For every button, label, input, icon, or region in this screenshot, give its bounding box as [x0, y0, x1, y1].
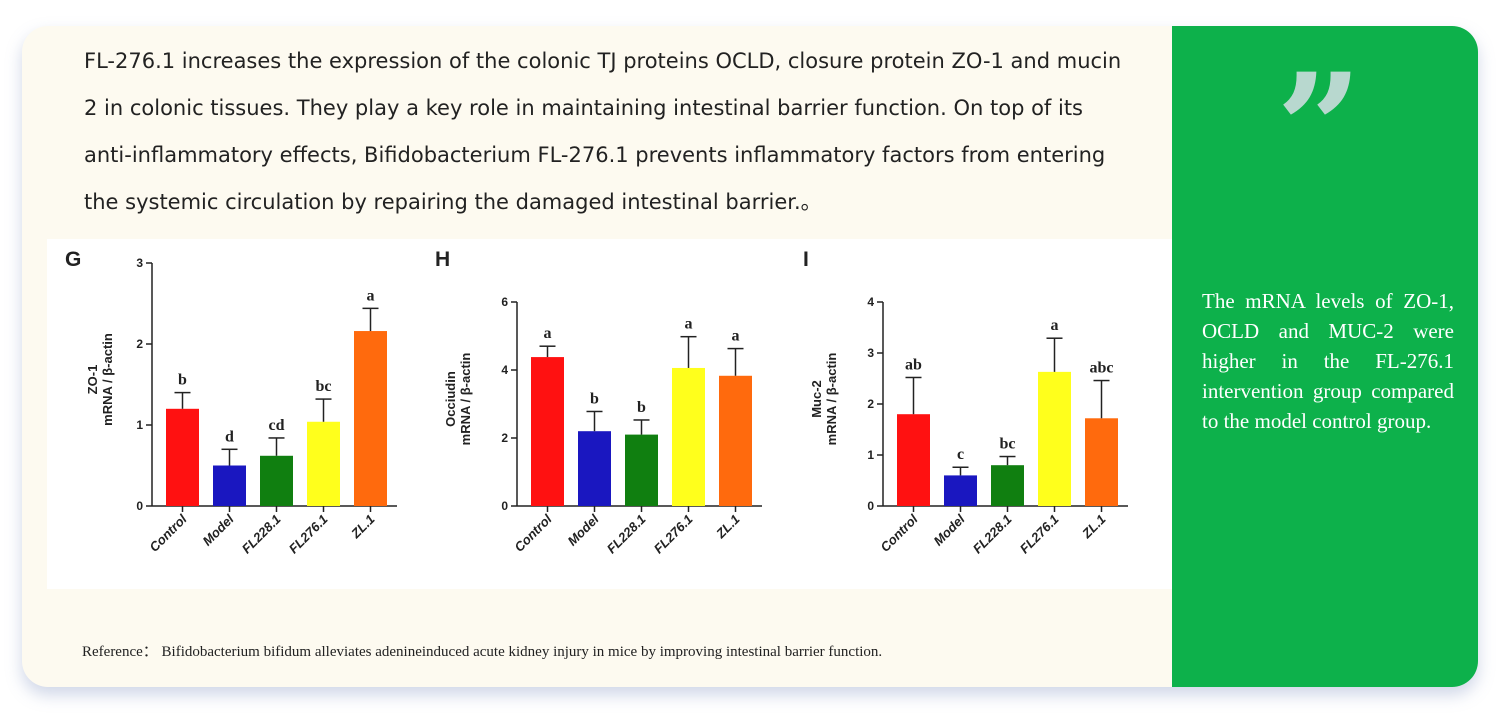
x-tick-label: Control	[511, 511, 555, 555]
significance-label: b	[590, 390, 599, 407]
bar-fl276-1	[1038, 371, 1071, 506]
x-tick-label: Model	[564, 511, 601, 548]
bar-zl-1	[719, 375, 752, 506]
bar-fl228-1	[991, 465, 1024, 506]
bar-zl-1	[354, 331, 387, 506]
x-tick-label: FL228.1	[604, 512, 649, 557]
significance-label: bc	[1000, 436, 1016, 453]
bar-fl276-1	[307, 421, 340, 506]
significance-label: cd	[269, 417, 285, 434]
y-tick-label: 2	[501, 431, 508, 445]
y-tick-label: 0	[136, 499, 143, 513]
y-tick-label: 6	[501, 295, 508, 309]
bar-control	[166, 408, 199, 506]
significance-label: a	[685, 316, 693, 333]
bar-fl276-1	[672, 367, 705, 506]
quote-mark-icon: ”	[1276, 41, 1363, 217]
bar-zl-1	[1085, 418, 1118, 506]
panel-letter: H	[435, 248, 450, 271]
y-tick-label: 2	[867, 397, 874, 411]
significance-label: b	[178, 372, 187, 389]
figure-panel: G 0 1 2 3 ZO-1 mRNA / β-actin b Control d Model cd F…	[47, 239, 1172, 589]
bar-model	[213, 465, 246, 506]
quote-sidebar: ” The mRNA levels of ZO-1, OCLD and MUC-…	[1172, 26, 1478, 687]
significance-label: b	[637, 399, 646, 416]
panel-letter: I	[803, 248, 809, 271]
content-left-pane: FL-276.1 increases the expression of the…	[22, 26, 1172, 687]
y-axis-label-top: ZO-1	[85, 365, 100, 395]
significance-label: a	[732, 328, 740, 345]
y-axis-label-bottom: mRNA / β-actin	[824, 353, 839, 446]
significance-label: abc	[1090, 360, 1114, 377]
content-card: FL-276.1 increases the expression of the…	[22, 26, 1478, 687]
x-tick-label: ZL.1	[347, 512, 377, 542]
bar-model	[578, 431, 611, 506]
panel-letter: G	[65, 248, 81, 271]
significance-label: a	[544, 325, 552, 342]
x-tick-label: ZL.1	[712, 512, 742, 542]
y-tick-label: 1	[867, 448, 874, 462]
bar-model	[944, 475, 977, 506]
significance-label: a	[1051, 317, 1059, 334]
x-tick-label: FL228.1	[239, 512, 284, 557]
x-tick-label: FL276.1	[1017, 512, 1062, 557]
x-tick-label: Model	[930, 511, 967, 548]
significance-label: d	[225, 428, 234, 445]
y-tick-label: 0	[501, 499, 508, 513]
y-tick-label: 3	[867, 346, 874, 360]
y-axis-label-top: Occiudin	[443, 371, 458, 427]
reference-note: Reference： Bifidobacterium bifidum allev…	[82, 644, 883, 660]
x-tick-label: ZL.1	[1078, 512, 1108, 542]
chart-g: G 0 1 2 3 ZO-1 mRNA / β-actin b Control d Model cd F…	[65, 248, 397, 556]
y-tick-label: 0	[867, 499, 874, 513]
bar-fl228-1	[260, 455, 293, 506]
x-tick-label: FL276.1	[651, 512, 696, 557]
x-tick-label: FL276.1	[286, 512, 331, 557]
bar-control	[897, 414, 930, 506]
chart-i: I 0 1 2 3 4 Muc-2 mRNA / β-actin ab Control c Model…	[803, 248, 1128, 556]
y-axis-label-bottom: mRNA / β-actin	[100, 333, 115, 426]
bar-fl228-1	[625, 434, 658, 506]
significance-label: c	[957, 446, 964, 463]
bar-control	[531, 357, 564, 506]
x-tick-label: Control	[877, 511, 921, 555]
significance-label: ab	[905, 356, 922, 373]
quote-text: The mRNA levels of ZO-1, OCLD and MUC-2 …	[1202, 289, 1454, 433]
chart-h: H 0 2 4 6 Occiudin mRNA / β-actin a Control b Mode…	[435, 248, 762, 556]
y-tick-label: 4	[501, 363, 508, 377]
x-tick-label: FL228.1	[970, 512, 1015, 557]
y-tick-label: 3	[136, 256, 143, 270]
x-tick-label: Model	[199, 511, 236, 548]
y-axis-label-top: Muc-2	[809, 380, 824, 418]
significance-label: bc	[316, 378, 332, 395]
significance-label: a	[367, 287, 375, 304]
y-tick-label: 2	[136, 337, 143, 351]
y-tick-label: 1	[136, 418, 143, 432]
x-tick-label: Control	[146, 511, 190, 555]
intro-paragraph: FL-276.1 increases the expression of the…	[84, 49, 1122, 214]
y-axis-label-bottom: mRNA / β-actin	[458, 353, 473, 446]
y-tick-label: 4	[867, 295, 874, 309]
